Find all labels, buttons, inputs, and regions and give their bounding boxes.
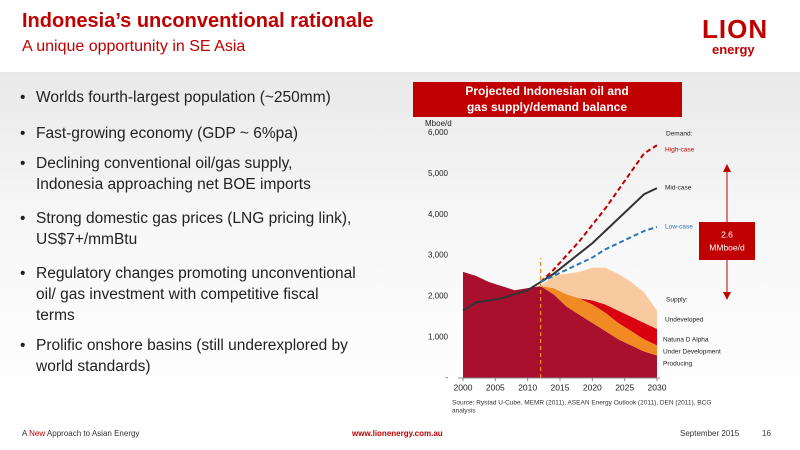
x-tick-label: 2025 xyxy=(615,382,634,392)
annotation-unit: MMboe/d xyxy=(709,242,745,252)
y-tick-label: - xyxy=(445,373,448,382)
legend-label: High-case xyxy=(665,147,695,154)
legend-label: Under Development xyxy=(663,349,721,356)
arrow-head xyxy=(723,164,731,172)
legend-group: Demand: xyxy=(666,131,693,138)
chart-title: gas supply/demand balance xyxy=(467,100,627,114)
legend-label: Mid-case xyxy=(665,185,692,192)
bullet: • Strong domestic gas prices (LNG pricing… xyxy=(20,208,351,250)
bullet-text: terms xyxy=(36,307,75,324)
line xyxy=(540,225,658,283)
tagline-part: New xyxy=(29,429,46,438)
bullet: • Declining conventional oil/gas supply, I… xyxy=(20,153,311,195)
bullet-dot: • xyxy=(20,265,26,282)
line xyxy=(462,187,658,312)
bullet-dot: • xyxy=(20,89,26,106)
bullet: • Fast-growing economy (GDP ~ 6%pa) xyxy=(20,123,298,144)
legend-label: Undeveloped xyxy=(665,317,704,324)
line xyxy=(539,144,658,283)
slide-subtitle: A unique opportunity in SE Asia xyxy=(22,38,246,55)
x-tick-label: 2000 xyxy=(454,382,473,392)
bullet-dot: • xyxy=(20,210,26,227)
source-note: Source: Rystad U-Cube, MEMR (2011), ASEA… xyxy=(452,400,711,407)
legend-label: Low-case xyxy=(665,224,693,231)
tagline-part: Approach to Asian Energy xyxy=(45,429,140,438)
bullet-text: Strong domestic gas prices (LNG pricing … xyxy=(36,210,352,227)
x-tick-label: 2010 xyxy=(518,382,537,392)
logo-sub: energy xyxy=(712,42,755,57)
background-band xyxy=(0,72,800,412)
bullet-dot: • xyxy=(20,155,26,172)
bullet-dot: • xyxy=(20,125,26,142)
bullet-text: Worlds fourth-largest population (~250mm… xyxy=(36,89,331,106)
area xyxy=(540,267,657,329)
bullet-text: Fast-growing economy (GDP ~ 6%pa) xyxy=(36,125,299,142)
bullet-text: Indonesia approaching net BOE imports xyxy=(36,176,311,193)
bullet: • Regulatory changes promoting unconventi… xyxy=(20,263,356,326)
bullet-text: Declining conventional oil/gas supply, xyxy=(36,155,293,172)
x-tick-label: 2015 xyxy=(551,382,570,392)
bullet-text: world standards) xyxy=(36,358,151,375)
y-tick-label: 4,000 xyxy=(428,210,449,219)
annotation-box xyxy=(699,222,755,260)
date: September 2015 xyxy=(680,429,740,438)
y-tick-label: 2,000 xyxy=(428,291,449,300)
x-tick-label: 2005 xyxy=(486,382,505,392)
bullet-text: Prolific onshore basins (still underexpl… xyxy=(36,337,348,354)
legend-label: Natuna D Alpha xyxy=(663,337,709,344)
y-tick-label: 5,000 xyxy=(428,169,449,178)
y-axis-label: Mboe/d xyxy=(425,119,452,128)
slide-title: Indonesia’s unconventional rationale xyxy=(22,10,374,32)
y-tick-label: 1,000 xyxy=(428,332,449,341)
y-tick-label: 3,000 xyxy=(428,251,449,260)
area xyxy=(463,271,657,378)
tagline: A New Approach to Asian Energy xyxy=(22,429,139,438)
source-note: analysis xyxy=(452,408,476,415)
legend-label: Producing xyxy=(663,361,693,368)
y-tick-label: 6,000 xyxy=(428,128,449,137)
page-number: 16 xyxy=(762,429,771,438)
annotation-value: 2.6 xyxy=(721,229,733,239)
arrow-head xyxy=(723,292,731,300)
tagline-part: A xyxy=(22,429,30,438)
bullet: • Prolific onshore basins (still underexp… xyxy=(20,335,348,377)
bullet-text: oil/ gas investment with competitive fis… xyxy=(36,286,319,303)
chart-title: Projected Indonesian oil and xyxy=(465,84,628,98)
bullet-text: US$7+/mmBtu xyxy=(36,231,138,248)
area xyxy=(579,298,657,346)
legend-group: Supply: xyxy=(666,297,688,304)
bullet-dot: • xyxy=(20,337,26,354)
logo: LION xyxy=(702,14,769,44)
website: www.lionenergy.com.au xyxy=(352,429,443,438)
chart-header xyxy=(413,82,682,117)
bullet: • Worlds fourth-largest population (~250m… xyxy=(20,87,331,108)
area xyxy=(540,286,657,356)
bullet-text: Regulatory changes promoting unconventio… xyxy=(36,265,356,282)
x-tick-label: 2020 xyxy=(583,382,602,392)
x-tick-label: 2030 xyxy=(648,382,667,392)
